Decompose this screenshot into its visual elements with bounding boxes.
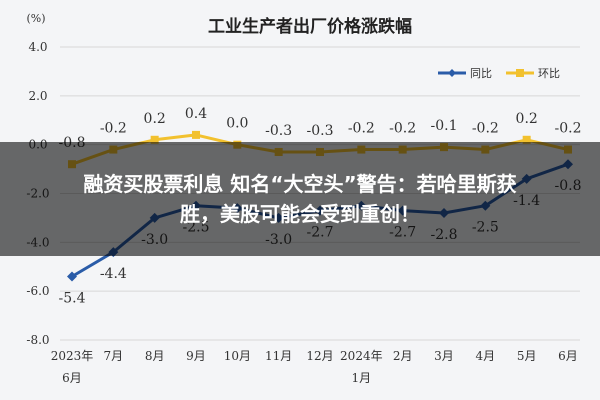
data-label-yoy: -5.4	[59, 291, 86, 307]
x-tick-label: 2月	[393, 349, 413, 363]
chart-title: 工业生产者出厂价格涨跌幅	[208, 16, 412, 37]
x-tick-label: 2024年	[340, 349, 383, 363]
data-label-mom: -0.2	[555, 121, 582, 137]
headline-line-1[interactable]: 融资买股票利息 知名“大空头”警告：若哈里斯获	[83, 172, 517, 196]
legend-marker	[516, 69, 524, 77]
legend-label: 环比	[538, 67, 560, 80]
data-label-mom: -0.2	[348, 121, 375, 137]
x-tick-label: 8月	[145, 349, 165, 363]
x-tick-label: 4月	[476, 349, 496, 363]
data-point-mom	[192, 130, 200, 139]
y-axis-unit: (%)	[26, 12, 45, 25]
data-point-yoy	[67, 271, 77, 282]
x-tick-label: 7月	[104, 349, 124, 363]
y-tick-label: -8.0	[26, 333, 49, 347]
data-label-mom: 0.0	[226, 116, 248, 132]
x-tick-label: 12月	[306, 349, 333, 363]
y-tick-label: 4.0	[28, 40, 47, 54]
x-tick-label: 9月	[186, 349, 206, 363]
data-label-mom: -0.1	[431, 118, 458, 134]
data-label-mom: -0.3	[265, 123, 292, 139]
x-tick-label: 5月	[517, 349, 537, 363]
y-tick-label: -6.0	[26, 284, 49, 298]
x-tick-label: 10月	[224, 349, 251, 363]
legend-label: 同比	[470, 67, 492, 80]
data-label-mom: 0.4	[185, 106, 207, 122]
x-tick-label: 6月	[62, 371, 82, 385]
legend: 同比 环比	[438, 67, 560, 80]
headline-line-2[interactable]: 胜，美股可能会受到重创！	[180, 202, 420, 226]
data-point-mom	[522, 135, 531, 144]
data-label-mom: 0.2	[516, 111, 538, 127]
headline-banner[interactable]: 融资买股票利息 知名“大空头”警告：若哈里斯获 胜，美股可能会受到重创！	[0, 142, 600, 256]
x-tick-label: 11月	[265, 349, 292, 363]
data-point-mom	[150, 135, 159, 144]
legend-marker	[448, 69, 456, 77]
x-tick-label: 3月	[434, 349, 454, 363]
y-tick-label: 2.0	[28, 89, 47, 103]
data-label-mom: 0.2	[144, 111, 166, 127]
x-tick-label: 2023年	[51, 349, 94, 363]
data-label-yoy: -4.4	[100, 266, 127, 282]
data-label-mom: -0.2	[389, 121, 416, 137]
data-label-mom: -0.3	[307, 123, 334, 139]
data-label-mom: -0.2	[100, 121, 127, 137]
x-tick-label: 6月	[558, 349, 578, 363]
x-tick-label: 1月	[352, 371, 372, 385]
data-label-mom: -0.2	[472, 121, 499, 137]
